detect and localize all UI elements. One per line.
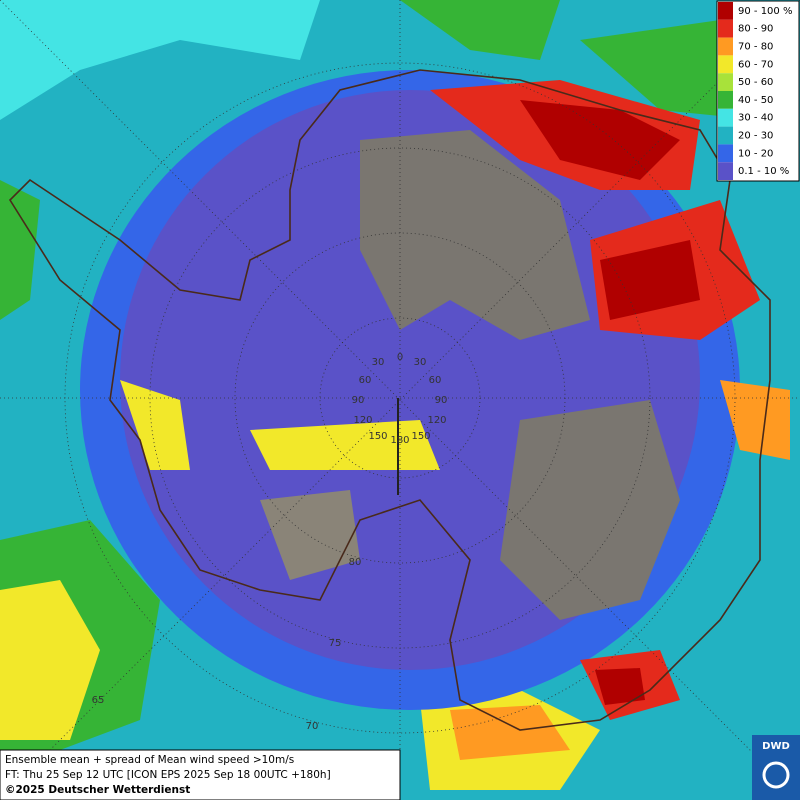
- caption-line: FT: Thu 25 Sep 12 UTC [ICON EPS 2025 Sep…: [5, 769, 331, 781]
- longitude-label: 150: [411, 431, 430, 442]
- longitude-label: 90: [435, 395, 448, 406]
- legend-swatch: [718, 108, 733, 127]
- longitude-label: 150: [368, 431, 387, 442]
- legend-swatch: [718, 2, 733, 20]
- caption-line: Ensemble mean + spread of Mean wind spee…: [5, 754, 294, 766]
- legend-label: 20 - 30: [738, 131, 773, 142]
- longitude-label: 30: [414, 357, 427, 368]
- legend-label: 40 - 50: [738, 95, 773, 106]
- latitude-label: 70: [306, 721, 319, 732]
- legend-swatch: [718, 37, 733, 56]
- legend-swatch: [718, 73, 733, 91]
- legend-swatch: [718, 162, 733, 180]
- legend-label: 30 - 40: [738, 113, 773, 124]
- longitude-label: 90: [352, 395, 365, 406]
- copyright: ©2025 Deutscher Wetterdienst: [5, 784, 190, 796]
- legend-label: 60 - 70: [738, 59, 773, 70]
- logo-text: DWD: [762, 741, 790, 752]
- legend-label: 10 - 20: [738, 148, 773, 159]
- legend-swatch: [718, 144, 733, 163]
- legend-label: 70 - 80: [738, 42, 773, 53]
- legend-label: 0.1 - 10 %: [738, 166, 789, 177]
- longitude-label: 60: [359, 375, 372, 386]
- legend-label: 80 - 90: [738, 24, 773, 35]
- field: [0, 0, 790, 790]
- logo-box: [752, 735, 800, 800]
- latitude-label: 80: [349, 557, 362, 568]
- longitude-label: 0: [397, 352, 403, 363]
- longitude-label: 120: [427, 415, 446, 426]
- longitude-label: 60: [429, 375, 442, 386]
- latitude-label: 75: [329, 638, 342, 649]
- coastline: [8, 69, 771, 731]
- latitude-label: 65: [92, 695, 105, 706]
- longitude-label: 120: [353, 415, 372, 426]
- legend-label: 50 - 60: [738, 77, 773, 88]
- legend-swatch: [718, 126, 733, 145]
- logo-icon: [762, 761, 790, 789]
- longitude-label: 180: [390, 435, 409, 446]
- longitude-label: 30: [372, 357, 385, 368]
- legend-swatch: [718, 55, 733, 74]
- legend-swatch: [718, 19, 733, 38]
- caption-box: [0, 749, 401, 800]
- legend-swatch: [718, 91, 733, 109]
- legend-label: 90 - 100 %: [738, 6, 792, 17]
